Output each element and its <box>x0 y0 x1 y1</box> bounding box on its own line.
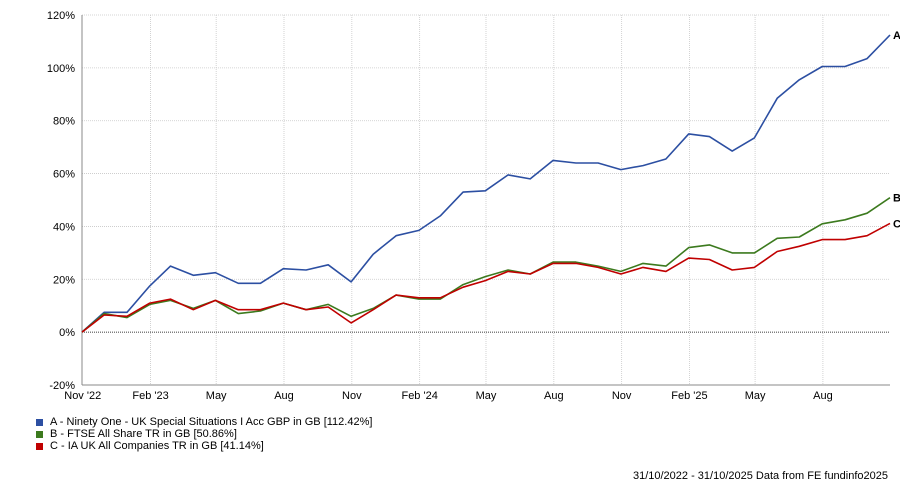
series <box>81 34 891 333</box>
footer: 31/10/2022 - 31/10/2025 Data from FE fun… <box>633 470 888 482</box>
y-tick-label: 120% <box>47 10 75 22</box>
y-tick-label: 60% <box>53 169 75 181</box>
x-tick-label: Feb '23 <box>132 390 168 402</box>
x-tick-label: Nov '22 <box>64 390 101 402</box>
x-tick-label: Aug <box>544 390 564 402</box>
series-line-c <box>81 222 891 333</box>
legend-swatch-b <box>36 430 43 438</box>
legend-item-c: C - IA UK All Companies TR in GB [41.14%… <box>36 440 372 452</box>
legend-label-c: C - IA UK All Companies TR in GB [41.14%… <box>50 440 264 452</box>
x-tick-label: Nov <box>342 390 362 402</box>
series-line-a <box>81 34 891 333</box>
tick-labels: -20% 0% 20% 40% 60% 80% 100% 120% Nov '22 Feb '23… <box>47 10 900 402</box>
axes <box>81 15 890 386</box>
line-chart: -20% 0% 20% 40% 60% 80% 100% 120% Nov '22 Feb '23… <box>47 10 900 402</box>
series-end-label-a: A <box>893 30 900 42</box>
x-tick-label: Aug <box>274 390 294 402</box>
x-tick-label: May <box>206 390 227 402</box>
legend-label-a: A - Ninety One - UK Special Situations I… <box>50 416 373 428</box>
legend-item-a: A - Ninety One - UK Special Situations I… <box>36 416 372 428</box>
x-tick-label: Feb '25 <box>671 390 707 402</box>
legend-swatch-a <box>36 418 43 426</box>
legend-swatch-c <box>36 442 43 450</box>
y-tick-label: 40% <box>53 221 75 233</box>
x-tick-label: May <box>476 390 497 402</box>
x-tick-label: Aug <box>813 390 833 402</box>
legend-item-b: B - FTSE All Share TR in GB [50.86%] <box>36 428 372 440</box>
y-tick-label: 80% <box>53 116 75 128</box>
series-end-label-c: C <box>893 218 900 230</box>
footer-date-range: 31/10/2022 - 31/10/2025 <box>632 470 753 482</box>
footer-source: Data from FE fundinfo2025 <box>755 470 888 482</box>
legend: A - Ninety One - UK Special Situations I… <box>36 416 372 452</box>
legend-label-b: B - FTSE All Share TR in GB [50.86%] <box>50 428 237 440</box>
y-tick-label: 20% <box>53 274 75 286</box>
x-tick-label: Nov <box>612 390 632 402</box>
x-tick-label: Feb '24 <box>401 390 437 402</box>
x-tick-label: May <box>745 390 766 402</box>
grid <box>82 14 890 386</box>
series-end-label-b: B <box>893 193 900 205</box>
y-tick-label: 100% <box>47 63 75 75</box>
y-tick-label: 0% <box>59 327 75 339</box>
y-tick-label: -20% <box>49 380 75 392</box>
